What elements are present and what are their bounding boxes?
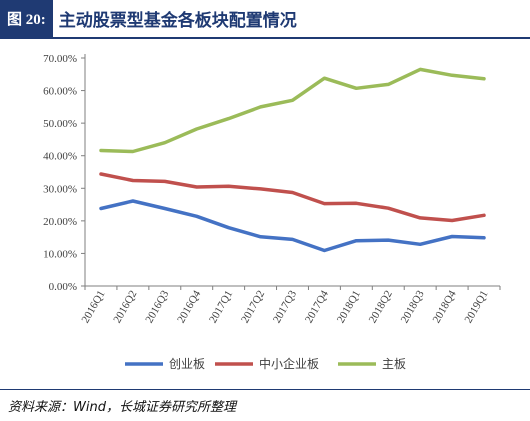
series-line-1 [99, 199, 486, 253]
y-axis: 0.00% 10.00% 20.00% 30.00% 40.00% 50.00% 60.00… [43, 53, 86, 293]
x-tick-label: 2018Q4 [431, 288, 459, 325]
legend: 创业板 中小企业板 主板 [125, 356, 406, 371]
figure-title: 主动股票型基金各板块配置情况 [58, 11, 297, 31]
series-line-3 [99, 67, 486, 154]
x-tick-label: 2016Q3 [143, 288, 171, 325]
y-tick-label: 60.00% [43, 86, 77, 98]
x-tick-label: 2016Q1 [79, 289, 107, 326]
y-tick-label: 30.00% [43, 183, 77, 195]
y-tick-label: 40.00% [43, 151, 77, 163]
x-tick-label: 2016Q4 [175, 288, 203, 325]
x-tick-label: 2018Q3 [399, 288, 427, 325]
y-tick-label: 20.00% [43, 216, 77, 228]
y-tick-label: 70.00% [43, 53, 77, 65]
source-note: 资料来源：Wind，长城证券研究所整理 [8, 400, 236, 415]
x-tick-label: 2017Q3 [271, 288, 299, 325]
x-tick-label: 2016Q2 [111, 289, 139, 326]
legend-label: 主板 [382, 357, 406, 371]
footer-rule [0, 389, 530, 390]
x-tick-label: 2017Q1 [207, 289, 235, 326]
x-axis: 2016Q1 2016Q2 2016Q3 2016Q4 2017Q1 2017Q2 2017… [79, 285, 501, 326]
line-chart: 0.00% 10.00% 20.00% 30.00% 40.00% 50.00% 60.00… [43, 53, 501, 371]
y-tick-label: 0.00% [49, 281, 77, 293]
figure-label: 图 20: [0, 0, 53, 37]
x-tick-label: 2019Q1 [463, 289, 491, 326]
x-tick-label: 2018Q2 [367, 289, 395, 326]
legend-label: 中小企业板 [259, 356, 319, 371]
legend-label: 创业板 [169, 357, 205, 371]
x-tick-label: 2017Q4 [303, 288, 331, 325]
series-line-2 [99, 172, 486, 223]
x-tick-label: 2018Q1 [335, 289, 363, 326]
header-rule [0, 37, 530, 39]
series-layer [99, 67, 486, 253]
y-tick-label: 10.00% [43, 248, 77, 260]
y-tick-label: 50.00% [43, 118, 77, 130]
x-tick-label: 2017Q2 [239, 289, 267, 326]
figure-header: 图 20: 主动股票型基金各板块配置情况 [0, 0, 530, 37]
